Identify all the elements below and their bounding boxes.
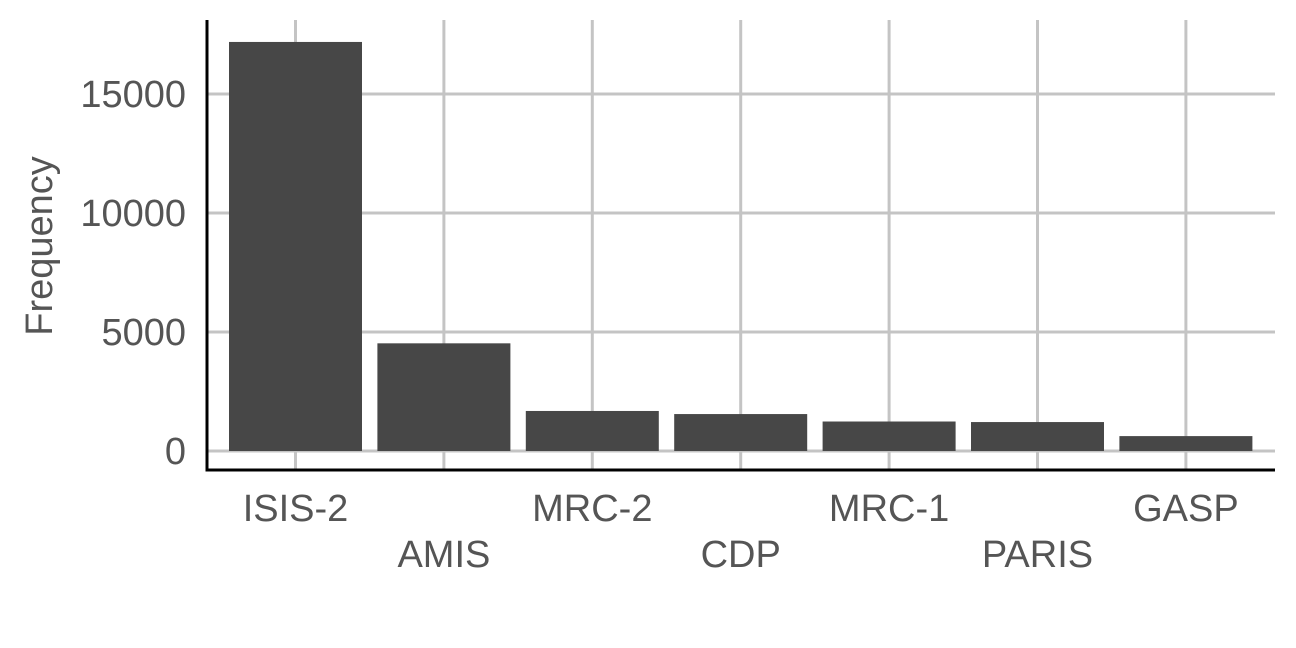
bar-gasp [1119, 436, 1253, 451]
tick-labels: 0 5000 10000 15000 ISIS-2 AMIS MRC-2 CDP MRC-1 PA… [80, 74, 1238, 576]
y-tick-label: 5000 [101, 312, 186, 354]
x-tick-label: CDP [701, 534, 781, 576]
y-tick-label: 10000 [80, 193, 186, 235]
bar-mrc-1 [822, 421, 956, 451]
bar-cdp [674, 414, 808, 451]
x-tick-label: AMIS [397, 534, 490, 576]
x-tick-label: PARIS [982, 534, 1093, 576]
y-axis-title: Frequency [19, 156, 61, 336]
bar-isis-2 [229, 41, 362, 451]
x-tick-label: GASP [1133, 488, 1239, 530]
x-tick-label: ISIS-2 [243, 488, 349, 530]
bar-paris [971, 422, 1104, 451]
bar-amis [377, 343, 511, 451]
x-tick-label: MRC-1 [829, 488, 949, 530]
x-tick-label: MRC-2 [532, 488, 652, 530]
y-tick-label: 15000 [80, 74, 186, 116]
axes [205, 20, 1275, 472]
y-tick-label: 0 [165, 431, 186, 473]
grid-lines [207, 20, 1275, 470]
bar-mrc-2 [525, 410, 659, 451]
bar-series [229, 41, 1253, 451]
